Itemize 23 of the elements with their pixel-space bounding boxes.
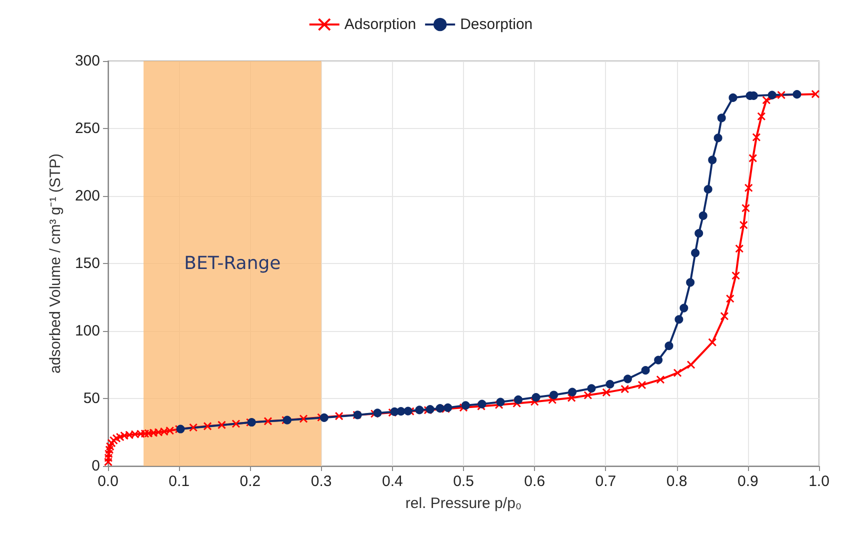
y-axis-title: adsorbed Volume / cm³ g⁻¹ (STP) bbox=[47, 153, 64, 374]
y-tick-label: 100 bbox=[74, 322, 100, 340]
x-tick-label: 0.4 bbox=[382, 473, 403, 490]
x-tick-label: 0.0 bbox=[98, 473, 118, 490]
x-axis-title: rel. Pressure p/p₀ bbox=[405, 495, 522, 512]
y-tick-label: 150 bbox=[74, 255, 100, 272]
x-tick-label: 0.9 bbox=[737, 473, 758, 490]
legend-label: Adsorption bbox=[344, 16, 416, 33]
x-tick-label: 1.0 bbox=[808, 473, 830, 490]
x-tick-label: 0.2 bbox=[240, 473, 261, 490]
y-tick-label: 200 bbox=[74, 188, 100, 204]
y-tick-label: 50 bbox=[83, 390, 100, 407]
x-tick-label: 0.8 bbox=[666, 473, 688, 490]
x-tick-label: 0.7 bbox=[595, 473, 616, 490]
x-tick-label: 0.5 bbox=[453, 473, 474, 490]
x-tick-label: 0.1 bbox=[168, 473, 190, 490]
x-tick-label: 0.3 bbox=[310, 473, 332, 490]
y-tick-label: 300 bbox=[74, 52, 100, 70]
x-tick-label: 0.6 bbox=[524, 473, 546, 490]
y-tick-label: 0 bbox=[92, 458, 100, 474]
y-tick-label: 250 bbox=[74, 120, 100, 137]
legend-label: Desorption bbox=[460, 16, 533, 33]
band-label: BET-Range bbox=[184, 253, 281, 274]
